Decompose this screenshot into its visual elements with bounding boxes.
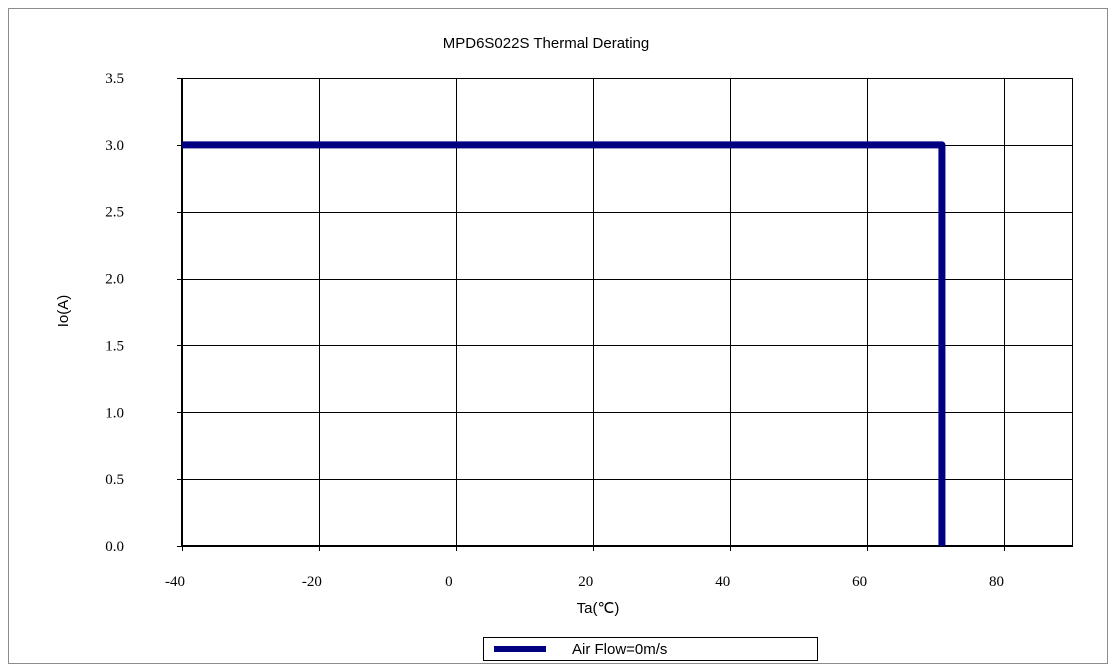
x-tick-label: -40: [165, 574, 185, 590]
x-tick-label: 40: [715, 574, 730, 590]
y-tick-label: 2.5: [105, 205, 124, 221]
x-tick-label: 80: [989, 574, 1004, 590]
y-tick-label: 1.0: [105, 405, 124, 421]
chart-title: MPD6S022S Thermal Derating: [443, 35, 649, 52]
y-tick-labels: 0.0 0.5 1.0 1.5 2.0 2.5 3.0 3.5: [105, 71, 124, 555]
x-tick-label: 20: [578, 574, 593, 590]
x-tick-label: 60: [852, 574, 867, 590]
chart-legend: Air Flow=0m/s: [483, 637, 818, 661]
y-tick-label: 1.5: [105, 338, 124, 354]
x-axis-label: Ta(℃): [577, 600, 620, 617]
series-line-air-flow: [182, 141, 946, 546]
y-tick-label: 2.0: [105, 272, 124, 288]
y-tick-label: 3.5: [105, 71, 124, 87]
y-axis-label: Io(A): [55, 295, 72, 328]
plot-area: [182, 78, 1072, 546]
x-tick-labels: -40 -20 0 20 40 60 80: [165, 574, 1004, 590]
x-tick-label: -20: [302, 574, 322, 590]
y-tick-label: 0.5: [105, 472, 124, 488]
axes: [177, 78, 1073, 551]
x-tick-label: 0: [445, 574, 453, 590]
y-tick-label: 0.0: [105, 539, 124, 555]
series-layer: [182, 141, 946, 546]
legend-label-air-flow: Air Flow=0m/s: [572, 641, 668, 658]
y-tick-label: 3.0: [105, 138, 124, 154]
legend-swatch-air-flow: [494, 646, 546, 652]
